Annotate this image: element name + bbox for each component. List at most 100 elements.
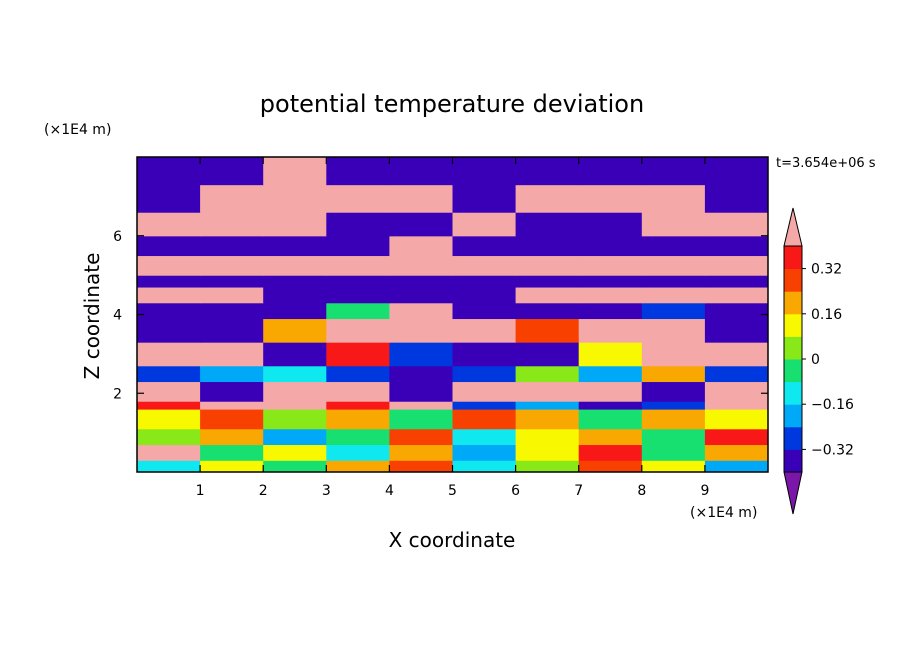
field-cell [200, 212, 264, 237]
field-cell [200, 275, 264, 288]
field-cell [389, 381, 454, 402]
field-cell [641, 286, 706, 304]
x-tick-label: 1 [196, 483, 205, 499]
field-cell [263, 401, 327, 410]
field-cell [515, 255, 580, 276]
x-tick-label: 3 [322, 483, 331, 499]
field-cell [326, 318, 390, 343]
field-cell [452, 401, 517, 410]
x-tick-label: 7 [574, 483, 583, 499]
field-cell [641, 318, 706, 343]
field-cell [515, 184, 580, 213]
field-cell [515, 409, 580, 430]
field-cell [641, 212, 706, 237]
field-cell [389, 275, 454, 288]
field-cell [389, 212, 454, 237]
field-cell [704, 365, 768, 383]
field-cell [515, 318, 580, 343]
colorbar-label: −0.32 [811, 442, 854, 458]
field-cell [200, 342, 264, 367]
x-tick-label: 8 [637, 483, 646, 499]
field-cell [263, 255, 327, 276]
field-cell [452, 302, 517, 320]
field-cell [389, 286, 454, 304]
field-cell [704, 401, 768, 410]
field-cell [641, 444, 706, 461]
field-cell [263, 235, 327, 257]
field-cell [515, 302, 580, 320]
field-cell [641, 460, 706, 472]
field-cell [137, 342, 201, 367]
field-cell [326, 342, 390, 367]
field-cell [137, 460, 201, 472]
field-cell [578, 444, 643, 461]
field-cell [578, 381, 643, 402]
field-cell [389, 318, 454, 343]
field-cell [263, 409, 327, 430]
field-cell [389, 365, 454, 383]
colorbar-swatch [784, 291, 802, 315]
field-cell [704, 381, 768, 402]
field-cell [704, 409, 768, 430]
field-cell [641, 365, 706, 383]
field-cell [452, 275, 517, 288]
field-cell [704, 318, 768, 343]
field-cell [263, 428, 327, 446]
field-cell [704, 342, 768, 367]
field-cell [641, 409, 706, 430]
x-tick-label: 6 [511, 483, 520, 499]
colorbar-label: 0 [811, 352, 820, 368]
field-cell [389, 444, 454, 461]
field-cell [200, 302, 264, 320]
field-cell [452, 428, 517, 446]
field-cell [578, 460, 643, 472]
field-cell [704, 212, 768, 237]
field-cell [578, 428, 643, 446]
field-cell [704, 235, 768, 257]
field-cell [452, 342, 517, 367]
colorbar-swatch [784, 268, 802, 292]
field-cell [326, 184, 390, 213]
field-cell [263, 157, 327, 186]
field-cell [704, 286, 768, 304]
field-cell [137, 157, 201, 186]
field-cell [263, 342, 327, 367]
y-axis-unit: (×1E4 m) [44, 122, 111, 138]
colorbar-swatch [784, 404, 802, 428]
field-cell [200, 381, 264, 402]
field-cell [326, 157, 390, 186]
field-cell [452, 255, 517, 276]
x-tick-label: 5 [448, 483, 457, 499]
field-cell [200, 365, 264, 383]
field-cell [452, 460, 517, 472]
field-cell [263, 444, 327, 461]
field-cell [515, 286, 580, 304]
chart-title: potential temperature deviation [260, 90, 644, 118]
field-cell [137, 444, 201, 461]
field-cell [389, 460, 454, 472]
field-cell [326, 302, 390, 320]
field-cell [137, 409, 201, 430]
field-cell [578, 342, 643, 367]
field-cell [326, 409, 390, 430]
field-cell [326, 444, 390, 461]
field-cell [137, 286, 201, 304]
field-cell [515, 381, 580, 402]
field-cell [452, 444, 517, 461]
field-cell [389, 255, 454, 276]
x-axis: 1 2 3 4 5 6 7 8 9 [196, 157, 709, 499]
field-cell [263, 184, 327, 213]
field-cell [578, 365, 643, 383]
field-cell [137, 255, 201, 276]
field-cell [137, 401, 201, 410]
field-cell [578, 157, 643, 186]
field-cell [326, 365, 390, 383]
colorbar-swatch [784, 313, 802, 337]
field-cell [326, 381, 390, 402]
field-cell [641, 381, 706, 402]
y-tick-label: 2 [113, 386, 122, 402]
field-cell [515, 444, 580, 461]
colorbar: 0.32 0.16 0 −0.16 −0.32 [783, 207, 854, 515]
field-cell [641, 275, 706, 288]
field-cell [326, 460, 390, 472]
